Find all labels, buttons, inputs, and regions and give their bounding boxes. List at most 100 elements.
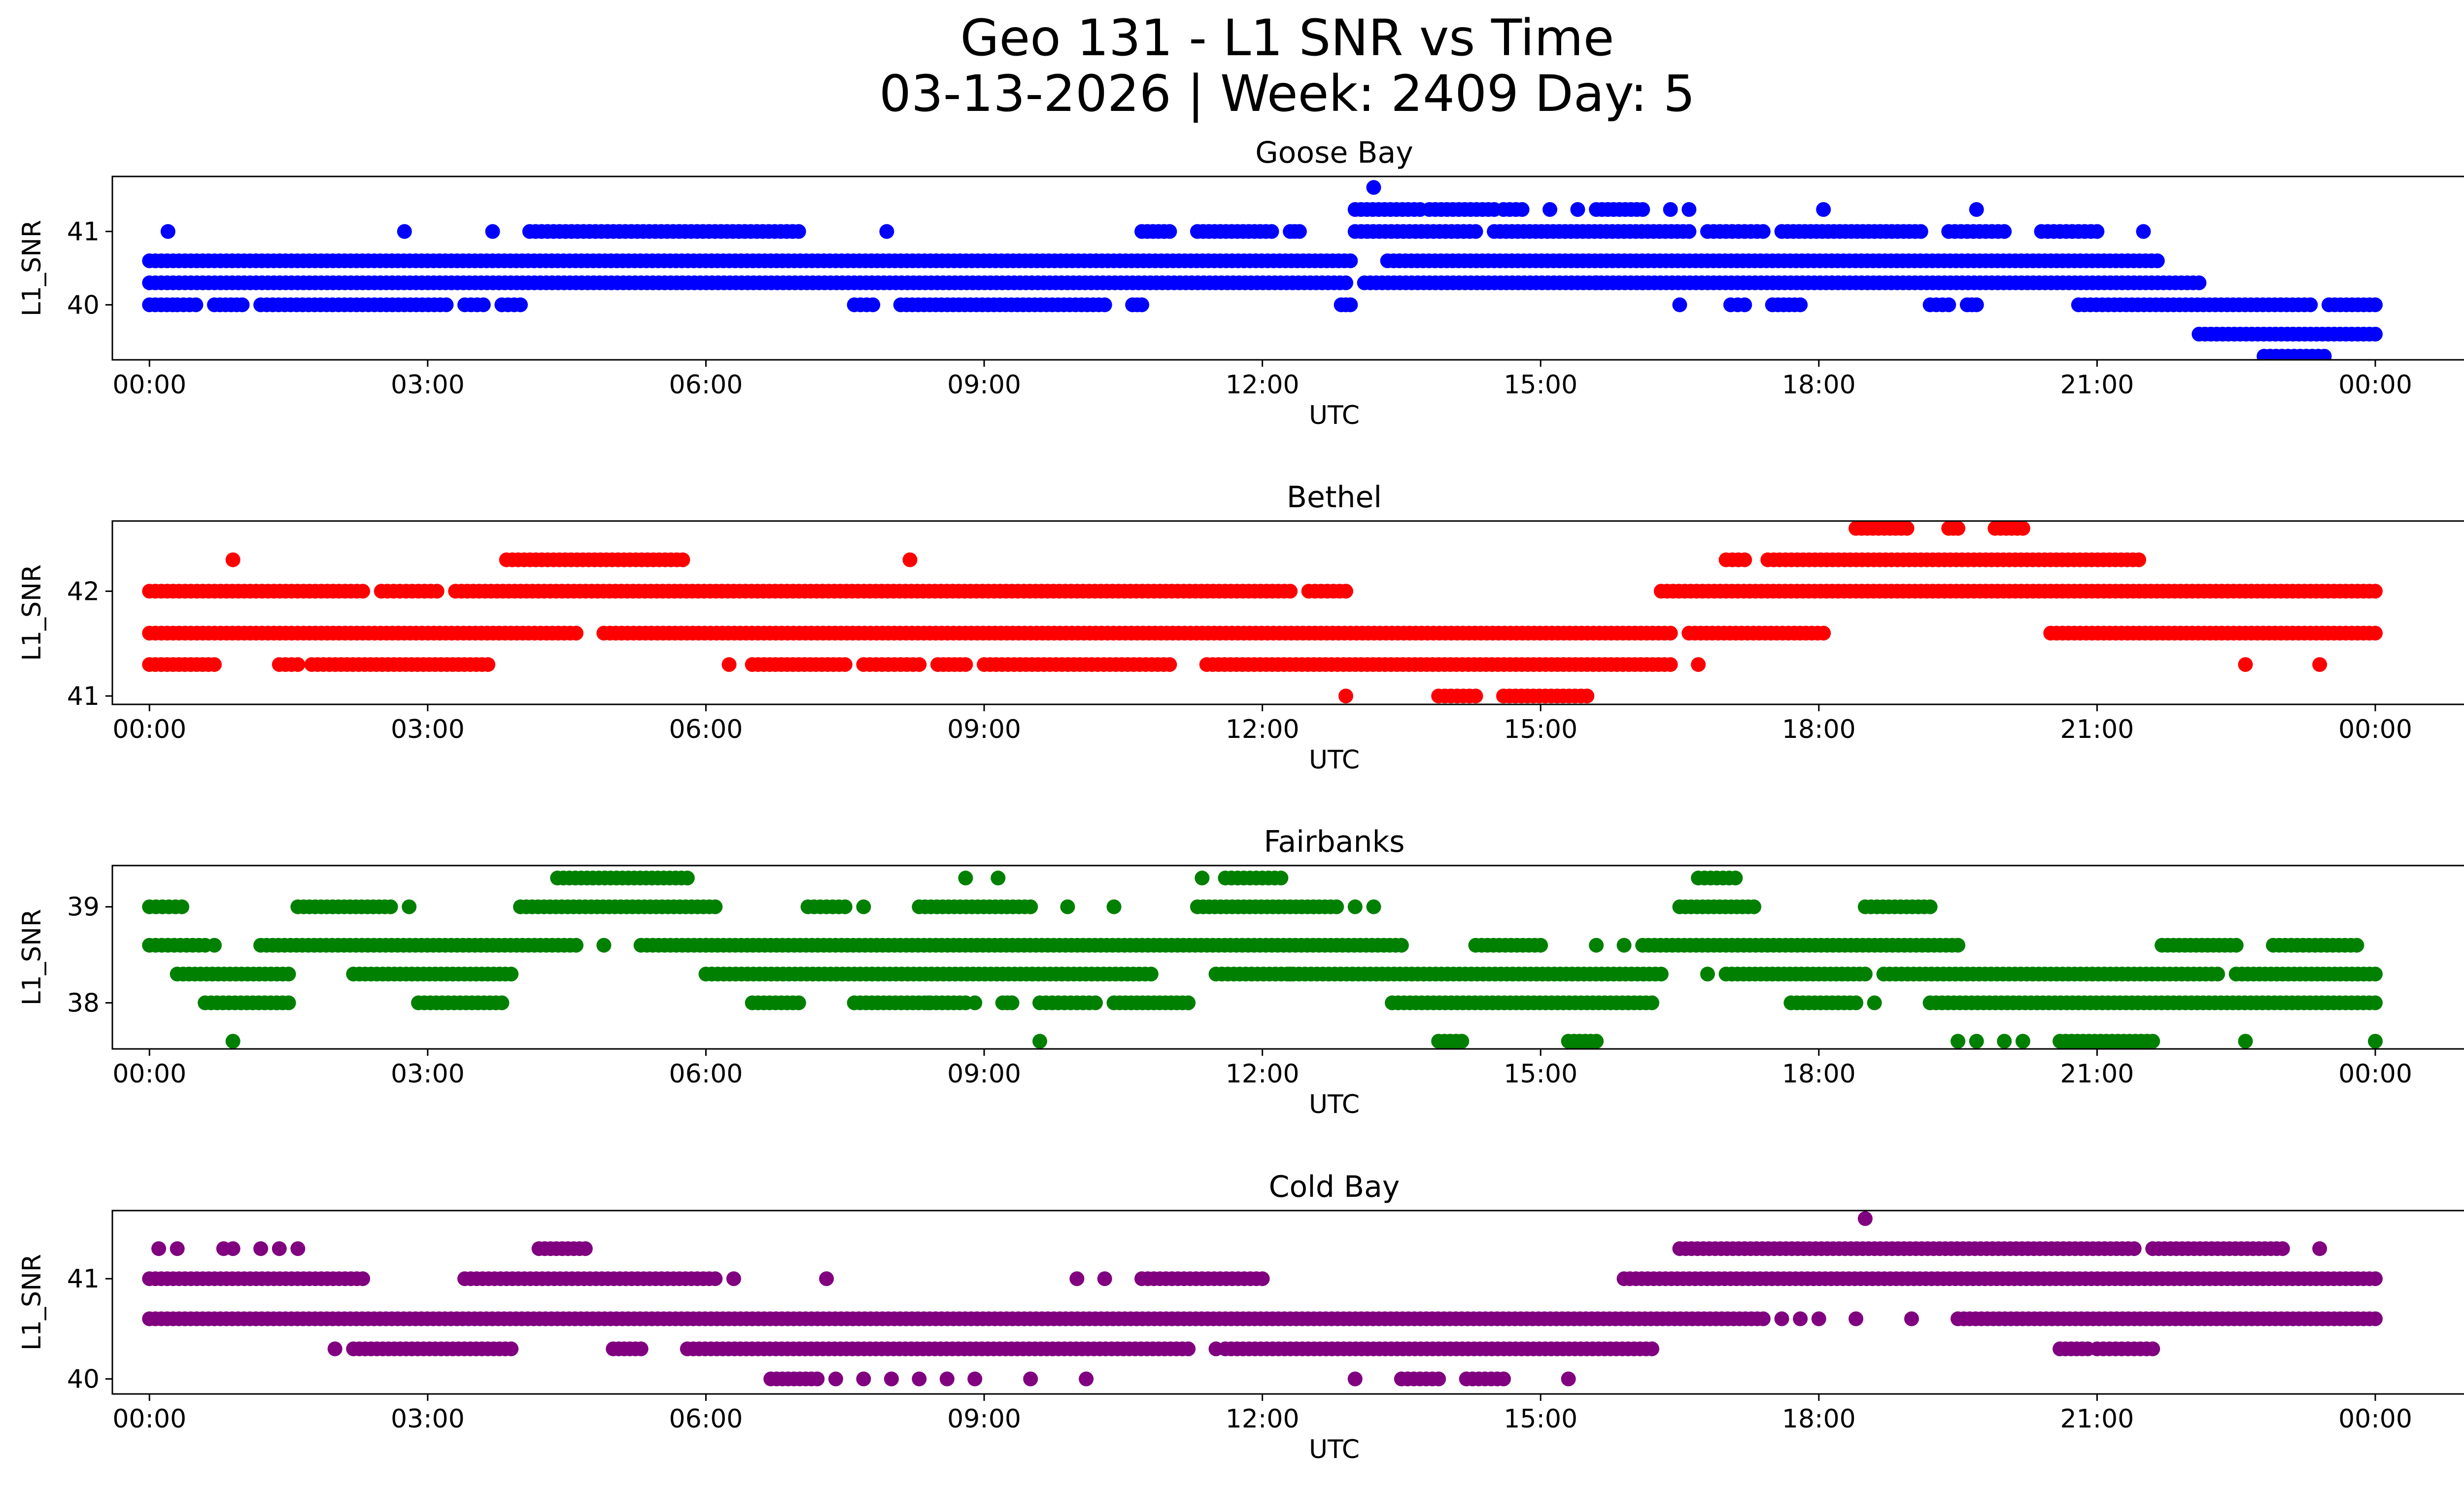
data-point [1032, 1034, 1047, 1049]
y-tick-label: 42 [67, 577, 100, 606]
data-point [1737, 297, 1752, 313]
x-tick-label: 18:00 [1782, 370, 1856, 400]
figure-title-line2: 03-13-2026 | Week: 2409 Day: 5 [879, 65, 1695, 123]
data-point [721, 657, 737, 672]
x-tick-label: 15:00 [1504, 1404, 1577, 1434]
data-point [1283, 967, 1298, 982]
data-point [1181, 995, 1196, 1010]
data-point [1023, 1371, 1038, 1387]
data-point [1454, 1034, 1470, 1049]
data-point [2312, 1241, 2327, 1256]
data-point [967, 1371, 983, 1387]
data-point [1255, 1271, 1270, 1286]
data-point [2238, 1034, 2253, 1049]
data-point [383, 899, 398, 914]
data-point [1672, 297, 1687, 313]
data-point [1134, 297, 1149, 313]
data-point [1663, 202, 1678, 217]
data-point [2368, 326, 2383, 342]
data-point [1468, 689, 1483, 703]
data-point [2368, 1311, 2383, 1326]
data-point [174, 899, 190, 914]
data-point [1691, 657, 1706, 672]
x-tick-label: 00:00 [112, 1059, 186, 1089]
figure-title-line1: Geo 131 - L1 SNR vs Time [960, 9, 1614, 68]
data-point [1969, 202, 1984, 217]
data-point [1343, 297, 1358, 313]
x-tick-label: 03:00 [391, 1059, 465, 1089]
data-point [281, 967, 296, 982]
data-point [698, 938, 714, 953]
data-point [2015, 1034, 2030, 1049]
data-point [1904, 1311, 1919, 1326]
data-point [675, 552, 690, 567]
data-point [1811, 1311, 1826, 1326]
data-point [1292, 224, 1307, 239]
x-tick-label: 12:00 [1226, 370, 1300, 400]
data-point [188, 297, 204, 313]
data-point [1162, 657, 1177, 672]
x-tick-label: 09:00 [947, 1059, 1021, 1089]
data-point [856, 899, 871, 914]
y-axis-label: L1_SNR [17, 1254, 47, 1351]
x-tick-label: 18:00 [1782, 1059, 1856, 1089]
y-tick-label: 38 [67, 989, 100, 1018]
data-point [884, 1371, 899, 1387]
data-point [494, 995, 510, 1010]
data-point [476, 297, 491, 313]
y-axis-label: L1_SNR [17, 564, 47, 661]
data-point [958, 657, 973, 672]
data-point [828, 1371, 843, 1387]
data-point [1589, 275, 1604, 290]
x-tick-label: 21:00 [2060, 370, 2134, 400]
x-tick-label: 03:00 [391, 715, 465, 744]
data-point [1774, 1311, 1789, 1326]
data-point [819, 1271, 834, 1286]
data-point [1208, 1341, 1224, 1356]
data-point [504, 1341, 519, 1356]
data-point [1195, 870, 1210, 886]
data-point [2368, 1271, 2383, 1286]
data-point [569, 938, 583, 953]
x-axis-label: UTC [1309, 1090, 1360, 1119]
x-tick-label: 21:00 [2060, 1059, 2134, 1089]
data-point [991, 870, 1006, 886]
data-point [708, 1271, 723, 1286]
data-point [397, 224, 412, 239]
data-point [207, 938, 222, 953]
data-point [151, 1241, 167, 1256]
data-point [1681, 224, 1697, 239]
data-point [596, 938, 612, 953]
data-points [142, 521, 2383, 703]
panel-title: Bethel [1287, 480, 1382, 515]
data-point [958, 870, 973, 886]
data-point [1060, 899, 1075, 914]
data-point [902, 552, 918, 567]
data-point [726, 1271, 741, 1286]
data-point [1951, 1034, 1966, 1049]
data-point [355, 1271, 371, 1286]
data-point [2136, 224, 2151, 239]
data-point [2150, 253, 2165, 269]
data-point [2349, 938, 2364, 953]
x-tick-label: 06:00 [669, 370, 743, 400]
data-point [1635, 202, 1650, 217]
data-point [160, 224, 175, 239]
data-point [921, 995, 936, 1010]
data-point [1097, 1271, 1112, 1286]
data-point [2210, 967, 2225, 982]
data-point [480, 657, 496, 672]
data-point [1755, 224, 1771, 239]
data-point [865, 297, 881, 313]
data-point [1533, 938, 1548, 953]
data-point [1542, 202, 1558, 217]
x-tick-label: 21:00 [2060, 1404, 2134, 1434]
data-point [439, 297, 454, 313]
data-point [170, 1241, 185, 1256]
data-point [253, 1241, 269, 1256]
data-point [1079, 1371, 1094, 1387]
data-point [1570, 202, 1585, 217]
y-tick-label: 40 [67, 290, 100, 320]
data-point [1737, 552, 1752, 567]
data-point [272, 1241, 287, 1256]
